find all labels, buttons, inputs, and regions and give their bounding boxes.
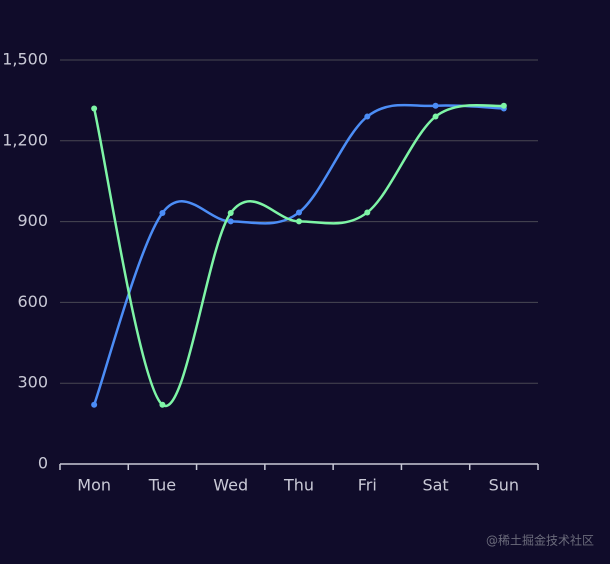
x-tick-label: Wed — [213, 476, 248, 495]
point — [500, 102, 507, 109]
y-tick-label: 900 — [17, 211, 48, 230]
point — [91, 105, 98, 112]
watermark: @稀土掘金技术社区 — [486, 533, 594, 548]
y-tick-label: 300 — [17, 373, 48, 392]
y-tick-label: 1,500 — [2, 50, 48, 69]
y-tick-label: 600 — [17, 292, 48, 311]
point — [364, 113, 371, 120]
point — [432, 113, 439, 120]
y-tick-label: 1,200 — [2, 130, 48, 149]
x-tick-label: Sun — [489, 476, 519, 495]
point — [159, 209, 166, 216]
x-tick-label: Tue — [148, 476, 176, 495]
point — [432, 102, 439, 109]
series-line — [92, 103, 505, 408]
x-tick-label: Fri — [358, 476, 377, 495]
point — [91, 401, 98, 408]
y-tick-label: 0 — [38, 454, 48, 473]
point — [227, 209, 234, 216]
point — [227, 218, 234, 225]
point — [364, 209, 371, 216]
point — [159, 401, 166, 408]
point — [296, 218, 302, 225]
x-tick-label: Mon — [77, 476, 111, 495]
point — [296, 209, 302, 216]
x-tick-label: Thu — [283, 476, 314, 495]
x-tick-label: Sat — [422, 476, 448, 495]
